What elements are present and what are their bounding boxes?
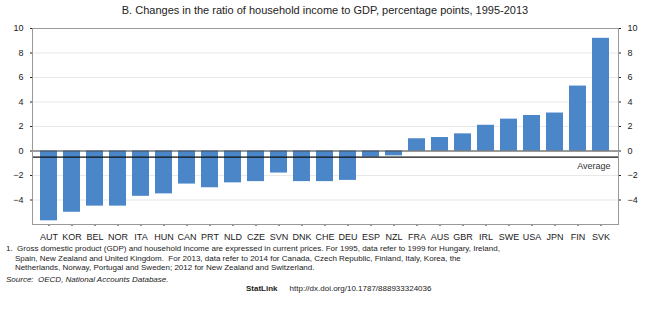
html-text:StatLink: StatLink <box>246 284 278 293</box>
svg-text:DEU: DEU <box>338 232 357 242</box>
html-text:http://dx.doi.org/10.1787/8889: http://dx.doi.org/10.1787/888933324036 <box>289 284 432 293</box>
svg-text:AUT: AUT <box>40 232 59 242</box>
html-text:1. Gross domestic product (GDP: 1. Gross domestic product (GDP) and hous… <box>6 244 500 253</box>
html-text:B. Changes in the ratio of hou: B. Changes in the ratio of household inc… <box>121 4 529 16</box>
svg-text:−2: −2 <box>13 170 23 180</box>
svg-text:HUN: HUN <box>154 232 174 242</box>
svg-text:0: 0 <box>628 146 633 156</box>
svg-text:4: 4 <box>18 97 23 107</box>
svg-text:NLD: NLD <box>224 232 243 242</box>
svg-text:4: 4 <box>628 97 633 107</box>
svg-text:KOR: KOR <box>62 232 82 242</box>
svg-text:ITA: ITA <box>134 232 147 242</box>
svg-text:0: 0 <box>18 146 23 156</box>
svg-text:FRA: FRA <box>408 232 426 242</box>
svg-text:2: 2 <box>18 121 23 131</box>
svg-text:USA: USA <box>523 232 542 242</box>
svg-text:PRT: PRT <box>201 232 219 242</box>
svg-text:GBR: GBR <box>453 232 473 242</box>
svg-text:10: 10 <box>628 23 638 33</box>
svg-text:SWE: SWE <box>499 232 520 242</box>
svg-text:CAN: CAN <box>177 232 196 242</box>
svg-text:JPN: JPN <box>546 232 563 242</box>
svg-text:6: 6 <box>628 72 633 82</box>
svg-text:CHE: CHE <box>315 232 334 242</box>
svg-text:−4: −4 <box>13 195 23 205</box>
html-text:Spain, New Zealand and United: Spain, New Zealand and United Kingdom. F… <box>6 253 461 263</box>
svg-text:FIN: FIN <box>571 232 586 242</box>
svg-text:2: 2 <box>628 121 633 131</box>
svg-text:SVN: SVN <box>270 232 289 242</box>
svg-text:CZE: CZE <box>247 232 265 242</box>
svg-text:ESP: ESP <box>362 232 380 242</box>
html-text:Source: OECD, National Account: Source: OECD, National Accounts Database… <box>6 274 169 284</box>
svg-text:10: 10 <box>13 23 23 33</box>
svg-text:AUS: AUS <box>431 232 450 242</box>
svg-text:NOR: NOR <box>108 232 129 242</box>
svg-text:NZL: NZL <box>385 232 402 242</box>
svg-text:SVK: SVK <box>592 232 610 242</box>
svg-text:BEL: BEL <box>86 232 103 242</box>
svg-text:IRL: IRL <box>479 232 493 242</box>
svg-text:−4: −4 <box>628 195 638 205</box>
html-text:Netherlands, Norway, Portugal: Netherlands, Norway, Portugal and Sweden… <box>6 263 315 272</box>
svg-text:6: 6 <box>18 72 23 82</box>
svg-text:8: 8 <box>18 48 23 58</box>
svg-text:Average: Average <box>577 161 610 171</box>
svg-text:DNK: DNK <box>292 232 311 242</box>
svg-text:−2: −2 <box>628 170 638 180</box>
svg-text:8: 8 <box>628 48 633 58</box>
